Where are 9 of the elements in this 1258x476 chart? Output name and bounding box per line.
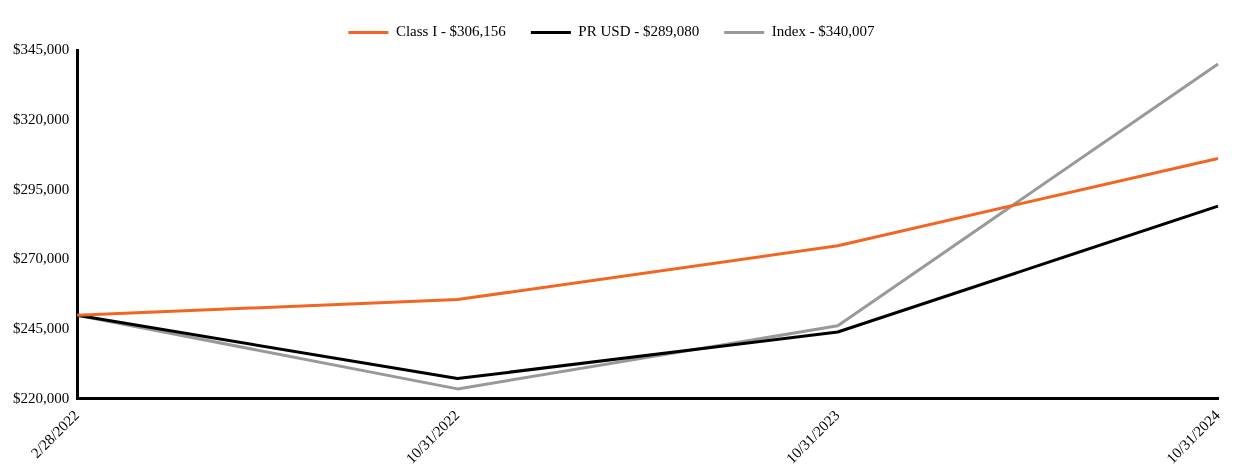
y-tick-label: $270,000 <box>13 250 70 267</box>
y-tick-label: $320,000 <box>13 110 70 127</box>
y-tick-label: $220,000 <box>13 389 70 406</box>
legend-label: Index - $340,007 <box>771 23 876 40</box>
y-tick-label: $345,000 <box>13 40 70 57</box>
legend-label: PR USD - $289,080 <box>578 23 700 40</box>
y-tick-label: $295,000 <box>13 180 70 197</box>
legend-label: Class I - $306,156 <box>395 23 507 40</box>
y-tick-label: $245,000 <box>13 320 70 337</box>
